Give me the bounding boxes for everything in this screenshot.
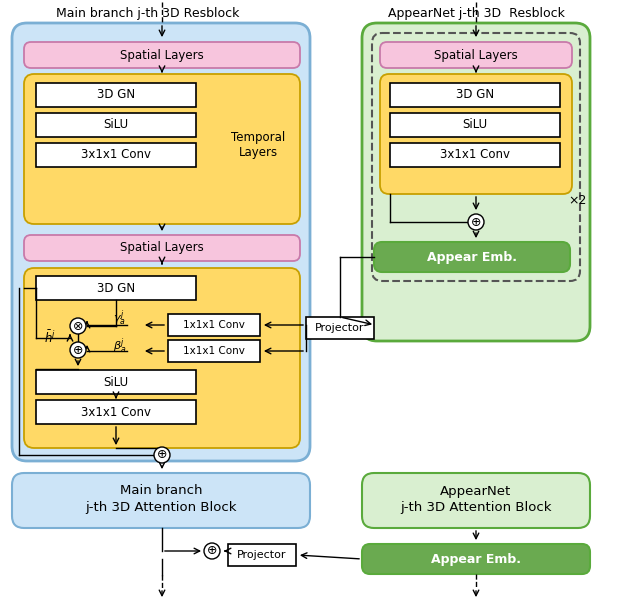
Text: Temporal
Layers: Temporal Layers bbox=[231, 131, 285, 159]
Text: $\bar{h}^j$: $\bar{h}^j$ bbox=[44, 330, 56, 346]
Text: $\gamma_a^j$: $\gamma_a^j$ bbox=[113, 308, 126, 328]
Circle shape bbox=[468, 214, 484, 230]
Circle shape bbox=[204, 543, 220, 559]
Text: Projector: Projector bbox=[315, 323, 365, 333]
FancyBboxPatch shape bbox=[390, 143, 560, 167]
FancyBboxPatch shape bbox=[362, 544, 590, 574]
Text: ⊕: ⊕ bbox=[157, 448, 167, 462]
Text: 1x1x1 Conv: 1x1x1 Conv bbox=[183, 320, 245, 330]
Text: 3D GN: 3D GN bbox=[97, 281, 135, 295]
Text: Appear Emb.: Appear Emb. bbox=[431, 553, 521, 565]
FancyBboxPatch shape bbox=[24, 268, 300, 448]
Text: 3x1x1 Conv: 3x1x1 Conv bbox=[81, 148, 151, 162]
FancyBboxPatch shape bbox=[36, 143, 196, 167]
Text: SiLU: SiLU bbox=[463, 118, 487, 132]
Text: Main branch: Main branch bbox=[120, 484, 202, 498]
FancyBboxPatch shape bbox=[24, 74, 300, 224]
Text: j-th 3D Attention Block: j-th 3D Attention Block bbox=[401, 501, 552, 514]
FancyBboxPatch shape bbox=[380, 42, 572, 68]
Circle shape bbox=[154, 447, 170, 463]
FancyBboxPatch shape bbox=[36, 113, 196, 137]
FancyBboxPatch shape bbox=[362, 473, 590, 528]
Text: Projector: Projector bbox=[237, 550, 286, 560]
Text: Spatial Layers: Spatial Layers bbox=[120, 49, 204, 62]
Text: AppearNet: AppearNet bbox=[440, 484, 512, 498]
Text: 3x1x1 Conv: 3x1x1 Conv bbox=[440, 148, 510, 162]
Text: Spatial Layers: Spatial Layers bbox=[120, 242, 204, 254]
FancyBboxPatch shape bbox=[12, 473, 310, 528]
Text: ⊕: ⊕ bbox=[206, 545, 217, 558]
FancyBboxPatch shape bbox=[380, 74, 572, 194]
Text: Spatial Layers: Spatial Layers bbox=[434, 49, 518, 62]
FancyBboxPatch shape bbox=[12, 23, 310, 461]
Text: j-th 3D Attention Block: j-th 3D Attention Block bbox=[86, 501, 237, 514]
Text: AppearNet j-th 3D  Resblock: AppearNet j-th 3D Resblock bbox=[388, 7, 564, 20]
Text: 3D GN: 3D GN bbox=[456, 88, 494, 101]
Text: Appear Emb.: Appear Emb. bbox=[427, 251, 517, 264]
FancyBboxPatch shape bbox=[362, 23, 590, 341]
Text: ⊕: ⊕ bbox=[471, 215, 481, 229]
FancyBboxPatch shape bbox=[36, 276, 196, 300]
FancyBboxPatch shape bbox=[390, 83, 560, 107]
FancyBboxPatch shape bbox=[24, 235, 300, 261]
FancyBboxPatch shape bbox=[36, 370, 196, 394]
FancyBboxPatch shape bbox=[24, 42, 300, 68]
FancyBboxPatch shape bbox=[36, 83, 196, 107]
Text: 3D GN: 3D GN bbox=[97, 88, 135, 101]
FancyBboxPatch shape bbox=[390, 113, 560, 137]
Circle shape bbox=[70, 342, 86, 358]
Text: ⊕: ⊕ bbox=[73, 343, 83, 356]
Text: ×2: ×2 bbox=[568, 193, 586, 207]
FancyBboxPatch shape bbox=[228, 544, 296, 566]
FancyBboxPatch shape bbox=[374, 242, 570, 272]
Circle shape bbox=[70, 318, 86, 334]
Text: Main branch j-th 3D Resblock: Main branch j-th 3D Resblock bbox=[56, 7, 240, 20]
FancyBboxPatch shape bbox=[306, 317, 374, 339]
FancyBboxPatch shape bbox=[168, 340, 260, 362]
Text: SiLU: SiLU bbox=[104, 118, 128, 132]
Text: 1x1x1 Conv: 1x1x1 Conv bbox=[183, 346, 245, 356]
Text: SiLU: SiLU bbox=[104, 376, 128, 389]
FancyBboxPatch shape bbox=[36, 400, 196, 424]
Text: ⊗: ⊗ bbox=[73, 320, 83, 332]
Text: $\beta_a^j$: $\beta_a^j$ bbox=[113, 336, 126, 356]
Text: 3x1x1 Conv: 3x1x1 Conv bbox=[81, 406, 151, 418]
FancyBboxPatch shape bbox=[168, 314, 260, 336]
